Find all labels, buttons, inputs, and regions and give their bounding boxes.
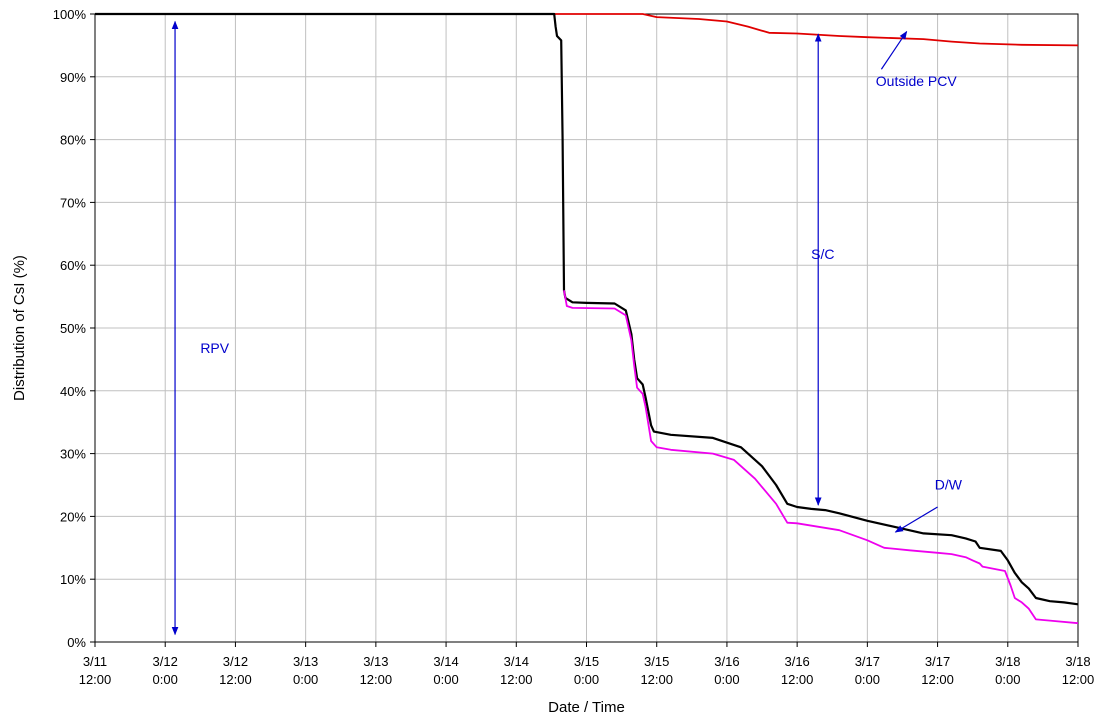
x-tick-label-time: 0:00 xyxy=(153,672,178,687)
y-tick-label: 40% xyxy=(60,384,86,399)
x-tick-label-date: 3/14 xyxy=(504,654,529,669)
y-tick-label: 30% xyxy=(60,447,86,462)
y-tick-label: 50% xyxy=(60,321,86,336)
x-tick-label-date: 3/13 xyxy=(363,654,388,669)
x-tick-label-date: 3/15 xyxy=(574,654,599,669)
y-axis-title: Distribution of CsI (%) xyxy=(11,255,28,401)
axis-ticks: 0% 10% 20% 30% 40% 50% 60% 70% 80% 90% 100% 3/11 12:… xyxy=(53,7,1095,687)
x-tick-label-date: 3/12 xyxy=(153,654,178,669)
x-tick-label-date: 3/14 xyxy=(433,654,458,669)
x-tick-label-time: 0:00 xyxy=(293,672,318,687)
grid xyxy=(94,13,1079,643)
annotation-label: RPV xyxy=(200,340,229,356)
annotation-arrows xyxy=(171,20,938,636)
y-tick-label: 20% xyxy=(60,509,86,524)
x-tick-label-date: 3/11 xyxy=(83,654,107,669)
x-tick-label-date: 3/15 xyxy=(644,654,669,669)
x-tick-label-time: 0:00 xyxy=(433,672,458,687)
annotations: RPV S/C Outside PCV D/W xyxy=(200,73,962,492)
y-tick-label: 10% xyxy=(60,572,86,587)
x-tick-label-time: 0:00 xyxy=(714,672,739,687)
x-tick-label-time: 12:00 xyxy=(1062,672,1095,687)
x-tick-label-date: 3/18 xyxy=(995,654,1020,669)
pointer-arrow xyxy=(894,506,938,533)
y-tick-label: 100% xyxy=(53,7,87,22)
annotation-label: Outside PCV xyxy=(876,73,958,89)
series-line-1 xyxy=(95,13,1079,47)
x-tick-label-date: 3/13 xyxy=(293,654,318,669)
series-line-3 xyxy=(563,290,1079,625)
x-axis-title: Date / Time xyxy=(548,699,625,716)
x-tick-label-time: 12:00 xyxy=(219,672,252,687)
x-tick-label-date: 3/17 xyxy=(855,654,880,669)
pointer-arrow xyxy=(880,30,908,70)
y-tick-label: 70% xyxy=(60,195,86,210)
y-tick-label: 90% xyxy=(60,70,86,85)
annotation-label: S/C xyxy=(811,246,834,262)
x-tick-label-date: 3/16 xyxy=(784,654,809,669)
x-tick-label-time: 12:00 xyxy=(921,672,954,687)
x-tick-label-time: 0:00 xyxy=(574,672,599,687)
x-tick-label-time: 12:00 xyxy=(781,672,814,687)
x-tick-label-date: 3/12 xyxy=(223,654,248,669)
x-tick-label-time: 12:00 xyxy=(360,672,393,687)
x-tick-label-date: 3/17 xyxy=(925,654,950,669)
series-line-2 xyxy=(95,12,1079,606)
x-tick-label-time: 12:00 xyxy=(79,672,112,687)
series-lines xyxy=(95,12,1079,625)
x-tick-label-date: 3/16 xyxy=(714,654,739,669)
x-tick-label-date: 3/18 xyxy=(1065,654,1090,669)
x-tick-label-time: 12:00 xyxy=(640,672,673,687)
x-tick-label-time: 12:00 xyxy=(500,672,533,687)
y-tick-label: 0% xyxy=(67,635,86,650)
x-tick-label-time: 0:00 xyxy=(995,672,1020,687)
annotation-label: D/W xyxy=(935,476,963,492)
x-tick-label-time: 0:00 xyxy=(855,672,880,687)
y-tick-label: 60% xyxy=(60,258,86,273)
y-tick-label: 80% xyxy=(60,133,86,148)
